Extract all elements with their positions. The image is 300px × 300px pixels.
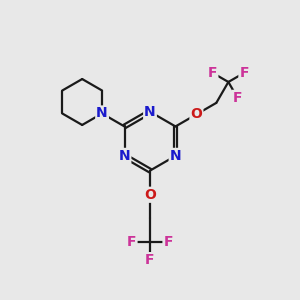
Text: N: N xyxy=(170,149,181,163)
Text: F: F xyxy=(208,66,217,80)
Text: N: N xyxy=(119,149,130,163)
Text: F: F xyxy=(145,253,155,267)
Text: F: F xyxy=(233,91,242,105)
Text: F: F xyxy=(239,66,249,80)
Text: N: N xyxy=(96,106,108,121)
Text: N: N xyxy=(144,105,156,119)
Text: F: F xyxy=(127,235,136,249)
Text: F: F xyxy=(164,235,173,249)
Text: O: O xyxy=(144,188,156,202)
Text: O: O xyxy=(190,107,202,122)
